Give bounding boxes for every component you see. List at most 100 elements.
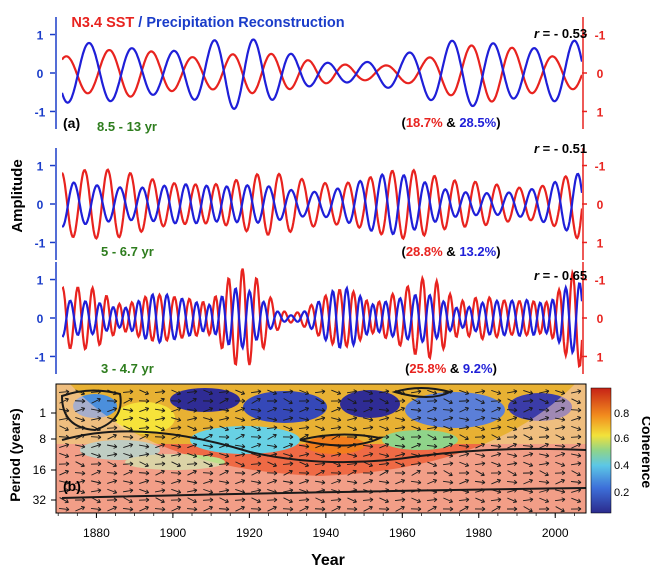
phase-arrow [138,425,150,431]
phase-arrow [299,489,310,494]
phase-arrow [203,488,214,494]
phase-arrow [218,434,230,440]
phase-arrow [107,433,117,440]
phase-arrow [363,434,373,441]
phase-arrow [571,470,581,477]
phase-arrow [59,469,69,476]
phase-arrow [267,417,278,422]
phase-arrow [299,389,310,396]
phase-arrow [330,425,342,431]
phase-arrow [410,479,422,485]
cone-of-influence [56,384,586,513]
phase-arrow [538,407,550,413]
phase-arrow [219,416,230,421]
phase-arrow [202,470,214,476]
heatmap-blob-5 [340,390,400,418]
phase-arrow [475,488,486,493]
phase-arrow [506,461,518,466]
left-tick-label: -1 [35,350,46,364]
phase-arrow [538,479,550,485]
phase-arrow [187,469,197,476]
phase-arrow [315,442,326,449]
phase-arrow [186,461,198,467]
phase-arrow [139,461,149,468]
phase-arrow [107,479,118,484]
phase-arrow [315,453,326,458]
phase-arrow [235,488,246,494]
phase-arrow [538,434,550,440]
phase-arrow [122,488,134,493]
colorbar-tick-label: 0.8 [614,408,629,420]
phase-arrow [106,425,118,431]
phase-arrow [267,479,278,485]
phase-arrow [427,505,437,512]
phase-arrow [347,488,358,493]
phase-arrow [187,416,198,421]
phase-arrow [74,497,86,503]
phase-arrow [107,407,118,413]
phase-arrow [122,434,134,440]
phase-arrow [395,452,406,457]
phase-arrow [283,453,294,458]
phase-arrow [491,505,501,512]
left-tick-label: 1 [37,29,44,43]
phase-arrow [330,443,342,449]
phase-arrow [459,389,470,395]
phase-arrow [315,488,326,493]
phase-arrow [475,425,486,432]
phase-arrow [523,425,534,430]
phase-arrow [571,416,582,422]
phase-arrow [250,389,262,395]
phase-arrow [571,453,582,458]
heatmap-frame [55,383,587,514]
phase-arrow [411,442,421,449]
phase-arrow [250,506,262,512]
phase-arrow [475,442,485,449]
phase-arrow [523,452,534,457]
phase-arrow [442,407,454,413]
phase-arrow [379,398,389,405]
phase-arrow [555,452,566,457]
phase-arrow [395,434,405,441]
phase-arrow [282,461,294,467]
phase-arrow [282,389,294,395]
phase-arrow [91,408,102,413]
series-line [62,282,582,356]
phase-arrow [395,417,406,422]
phase-arrow [107,417,118,422]
phase-arrow [571,425,582,431]
phase-arrow [139,406,150,413]
phase-arrow [506,434,518,440]
phase-arrow [283,442,294,449]
phase-arrow [523,417,534,422]
phase-arrow [362,425,374,431]
phase-arrow [91,469,101,476]
phase-arrow [90,488,102,493]
phase-arrow [187,480,198,485]
phase-arrow [203,389,213,396]
phase-arrow [506,479,518,485]
phase-arrow [234,425,246,431]
phase-arrow [267,452,278,457]
phase-arrow [155,452,166,458]
phase-arrow [299,478,310,485]
phase-arrow [283,488,294,493]
phase-arrow [315,497,325,504]
phase-arrow [474,407,486,413]
right-tick-label: 0 [597,67,604,81]
y-tick-label: 16 [33,463,47,477]
phase-arrow [443,453,454,458]
phase-arrow [122,461,134,467]
phase-arrow [106,497,118,503]
phase-arrow [474,506,486,512]
right-tick-label: 1 [597,350,604,364]
phase-arrow [170,470,182,476]
phase-arrow [442,479,454,485]
phase-arrow [299,406,309,413]
phase-arrow [507,442,517,449]
phase-arrow [331,489,342,494]
phase-arrow [122,389,134,395]
phase-arrow [459,434,469,441]
phase-arrow [75,505,85,512]
phase-arrow [458,425,470,430]
